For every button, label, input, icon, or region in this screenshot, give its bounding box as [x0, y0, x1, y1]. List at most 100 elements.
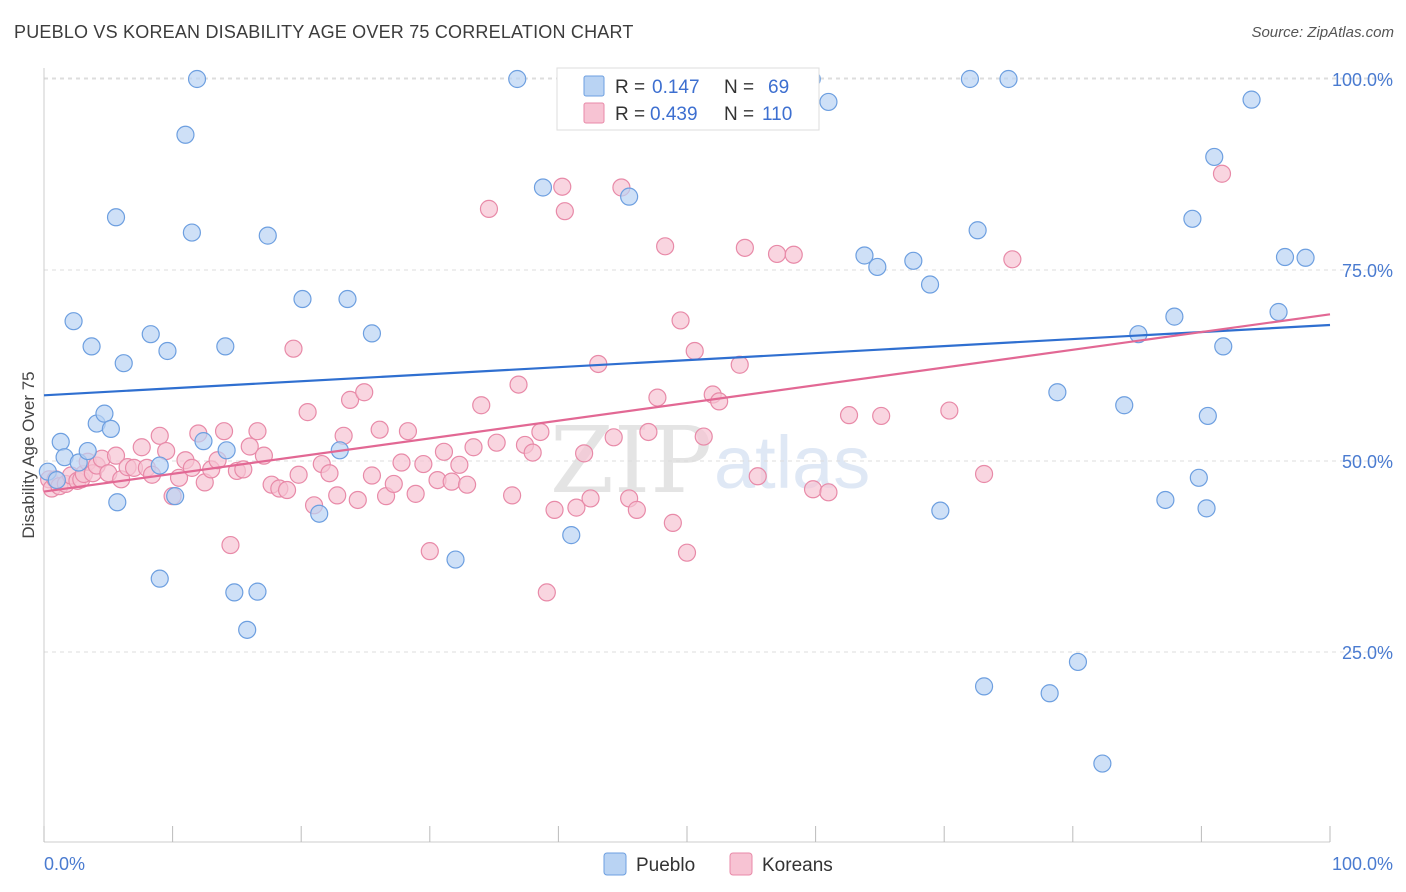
korean-point-14 [106, 446, 126, 465]
korean-point-92 [671, 311, 690, 330]
korean-point-63 [442, 472, 461, 491]
x-tick-label-max: 100.0% [1332, 854, 1393, 874]
y-tick-labels: 25.0% 50.0% 75.0% 100.0% [1332, 70, 1393, 663]
pueblo-point-11 [108, 493, 127, 512]
pueblo-point-10 [101, 419, 120, 439]
pueblo-point-42 [868, 257, 887, 277]
korean-point-65 [457, 475, 477, 494]
bottom-legend-pueblo-label: Pueblo [636, 855, 695, 876]
korean-point-52 [362, 466, 382, 485]
korean-point-59 [414, 454, 433, 474]
korean-point-49 [340, 390, 360, 409]
korean-point-75 [537, 583, 556, 602]
koreans-r-label: R = [615, 104, 645, 125]
grid-lines [44, 77, 1392, 653]
x-tick-label-min: 0.0% [44, 854, 85, 874]
pueblo-point-53 [1093, 754, 1112, 773]
korean-point-106 [872, 406, 891, 426]
korean-point-42 [289, 465, 308, 484]
y-tick-label-100: 100.0% [1332, 70, 1393, 90]
korean-point-87 [627, 500, 646, 519]
pueblo-point-4 [64, 312, 83, 331]
pueblo-point-22 [194, 432, 213, 451]
korean-point-74 [531, 422, 550, 442]
pueblo-point-67 [1296, 248, 1315, 267]
pueblo-point-45 [931, 501, 950, 520]
korean-point-102 [784, 245, 803, 264]
korean-point-89 [648, 388, 667, 407]
pueblo-point-48 [974, 677, 994, 696]
korean-point-81 [581, 489, 600, 508]
korean-point-105 [839, 406, 859, 425]
pueblo-point-29 [293, 289, 312, 309]
koreans-swatch [583, 102, 605, 124]
trend-lines [43, 313, 1331, 493]
pueblo-point-54 [1115, 396, 1134, 415]
korean-point-108 [974, 464, 994, 484]
pueblo-point-61 [1198, 406, 1217, 426]
pueblo-point-12 [106, 208, 126, 227]
korean-point-103 [803, 480, 823, 499]
x-ticks [43, 826, 1331, 842]
pueblo-point-62 [1205, 147, 1224, 167]
korean-point-18 [132, 438, 151, 457]
pueblo-point-46 [960, 69, 980, 89]
pueblo-point-6 [78, 441, 97, 461]
pueblo-point-41 [855, 246, 874, 265]
pueblo-point-20 [182, 223, 201, 242]
korean-point-21 [150, 426, 169, 445]
korean-point-57 [398, 422, 418, 441]
korean-point-94 [685, 341, 704, 361]
pueblo-point-51 [1048, 383, 1067, 402]
pueblo-point-60 [1197, 499, 1216, 518]
pueblo-point-13 [114, 354, 133, 373]
korean-point-40 [277, 480, 297, 500]
pueblo-point-18 [166, 487, 185, 506]
pueblo-point-36 [533, 178, 553, 197]
pueblo-point-63 [1214, 337, 1233, 356]
pueblo-swatch [583, 75, 605, 97]
korean-point-99 [735, 238, 754, 257]
pueblo-point-59 [1189, 468, 1208, 487]
korean-point-90 [656, 237, 675, 256]
bottom-legend: Pueblo Koreans [603, 852, 833, 876]
pueblo-points [38, 69, 1315, 773]
stats-legend: R = 0.147 N = 69 R = 0.439 N = 110 [556, 67, 820, 131]
korean-point-77 [553, 177, 572, 196]
korean-point-93 [677, 543, 697, 562]
pueblo-point-14 [141, 325, 160, 344]
korean-point-70 [503, 486, 522, 505]
source-credit: Source: ZipAtlas.com [1251, 24, 1394, 41]
pueblo-point-57 [1165, 307, 1184, 326]
korean-point-95 [694, 427, 713, 446]
korean-point-50 [348, 490, 367, 510]
pueblo-point-16 [150, 456, 169, 475]
korean-point-58 [406, 484, 425, 503]
y-tick-label-75: 75.0% [1342, 261, 1393, 281]
korean-point-32 [221, 535, 240, 555]
pueblo-point-49 [999, 69, 1018, 89]
korean-point-64 [450, 455, 469, 474]
pueblo-point-43 [904, 251, 923, 270]
y-tick-label-25: 25.0% [1342, 643, 1393, 663]
pueblo-point-40 [819, 92, 838, 112]
pueblo-point-38 [620, 187, 639, 206]
pueblo-n-label: N = [724, 77, 754, 98]
y-tick-label-50: 50.0% [1342, 452, 1393, 472]
pueblo-point-33 [362, 324, 382, 343]
pueblo-point-30 [310, 504, 329, 523]
korean-point-53 [370, 420, 389, 439]
pueblo-point-19 [176, 125, 195, 144]
pueblo-point-15 [150, 569, 169, 588]
korean-point-73 [523, 443, 542, 462]
korean-point-51 [355, 383, 374, 402]
pueblo-point-37 [562, 526, 581, 545]
korean-point-109 [1003, 250, 1022, 269]
korean-point-91 [663, 513, 682, 532]
pueblo-point-9 [95, 404, 114, 423]
pueblo-point-17 [158, 341, 177, 361]
korean-point-104 [819, 483, 838, 502]
korean-point-35 [240, 437, 259, 456]
korean-point-88 [639, 422, 658, 442]
